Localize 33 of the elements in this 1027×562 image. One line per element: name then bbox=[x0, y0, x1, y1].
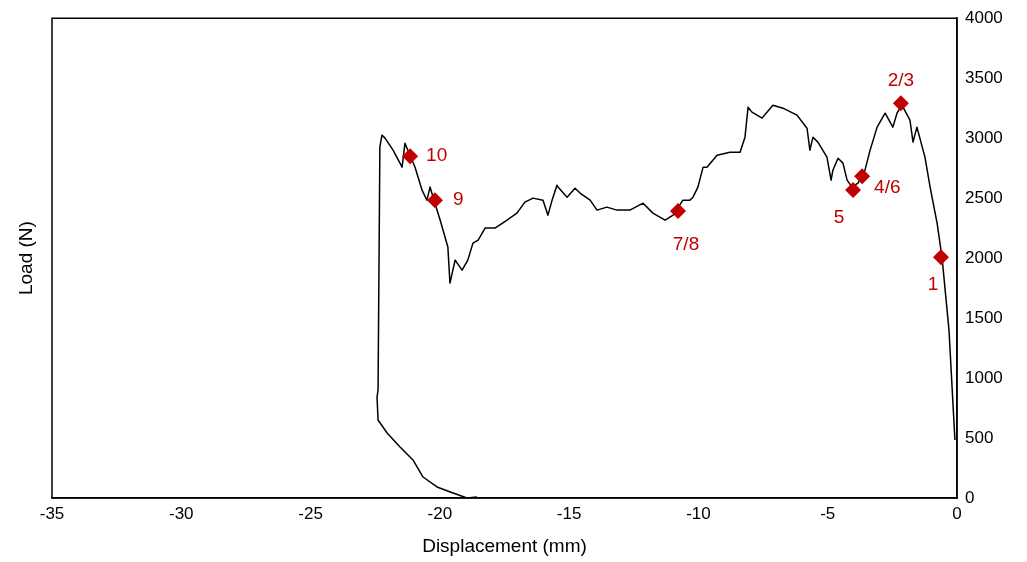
point bbox=[845, 182, 862, 199]
y-tick-label: 2500 bbox=[965, 187, 1003, 207]
y-tick-label: 2000 bbox=[965, 247, 1003, 267]
point bbox=[670, 203, 686, 220]
x-tick-label: -35 bbox=[39, 503, 65, 523]
annotation: 2/3 bbox=[887, 69, 915, 91]
y-tick-label: 500 bbox=[965, 427, 994, 447]
annotation: 5 bbox=[833, 206, 845, 228]
y-tick-label: 1000 bbox=[965, 367, 1003, 387]
x-tick-label: 0 bbox=[952, 503, 962, 523]
y-tick-label: 0 bbox=[965, 487, 975, 507]
y-tick-label: 3500 bbox=[965, 67, 1003, 87]
point bbox=[932, 249, 949, 266]
x-tick-label: -15 bbox=[556, 503, 582, 523]
x-tick-label: -25 bbox=[298, 503, 323, 523]
annotation: 1 bbox=[927, 273, 939, 295]
y-axis-title: Load (N) bbox=[15, 221, 37, 296]
x-tick-label: -5 bbox=[820, 503, 836, 523]
point bbox=[854, 168, 871, 185]
annotation: 10 bbox=[426, 144, 448, 166]
x-axis-title: Displacement (mm) bbox=[422, 534, 587, 556]
annotation: 7/8 bbox=[672, 233, 700, 255]
y-tick-label: 4000 bbox=[965, 7, 1003, 27]
y-tick-label: 3000 bbox=[965, 127, 1003, 147]
point bbox=[426, 192, 443, 209]
x-tick-label: -30 bbox=[169, 503, 194, 523]
x-tick-label: -10 bbox=[686, 503, 711, 523]
point bbox=[402, 148, 419, 165]
y-tick-label: 1500 bbox=[965, 307, 1003, 327]
annotation: 4/6 bbox=[874, 176, 901, 198]
point bbox=[892, 95, 909, 112]
annotation: 9 bbox=[452, 188, 464, 210]
x-tick-label: -20 bbox=[427, 503, 453, 523]
